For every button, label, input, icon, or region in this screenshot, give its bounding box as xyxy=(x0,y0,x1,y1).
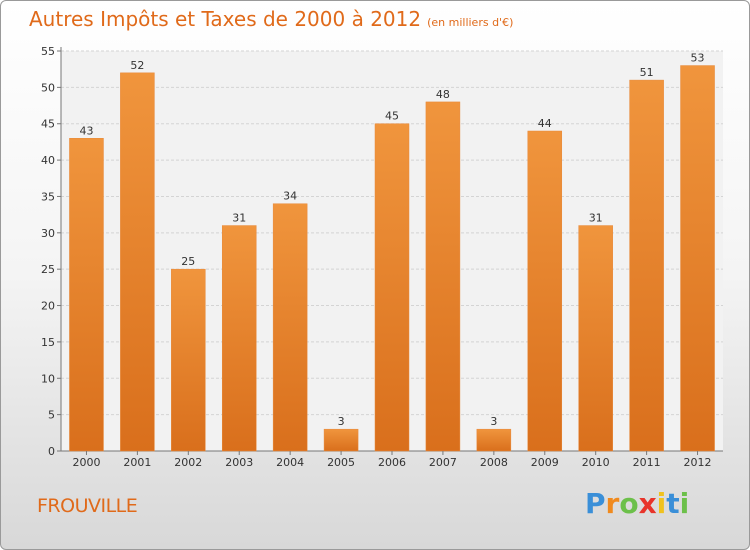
location-label: FROUVILLE xyxy=(37,495,138,517)
x-tick-label: 2001 xyxy=(123,456,151,469)
y-tick-label: 45 xyxy=(41,118,55,131)
bar-value-label: 44 xyxy=(538,117,552,130)
x-tick-label: 2011 xyxy=(633,456,661,469)
x-tick-label: 2009 xyxy=(531,456,559,469)
x-tick-label: 2000 xyxy=(72,456,100,469)
y-tick-label: 55 xyxy=(41,45,55,58)
bar-value-label: 25 xyxy=(181,255,195,268)
logo-letter: P xyxy=(585,487,606,520)
y-tick-label: 30 xyxy=(41,227,55,240)
x-tick-label: 2004 xyxy=(276,456,304,469)
bar xyxy=(69,138,104,452)
bar-value-label: 52 xyxy=(130,59,144,72)
y-tick-label: 0 xyxy=(48,445,55,458)
title-unit: (en milliers d'€) xyxy=(427,16,514,29)
logo-letter: r xyxy=(605,487,620,520)
bar xyxy=(323,428,359,452)
bar xyxy=(629,79,664,452)
bar xyxy=(171,268,206,452)
bar-value-label: 51 xyxy=(640,66,654,79)
bar xyxy=(680,65,715,452)
x-tick-label: 2006 xyxy=(378,456,406,469)
bar xyxy=(578,225,613,452)
x-tick-label: 2005 xyxy=(327,456,355,469)
y-tick-label: 20 xyxy=(41,300,55,313)
logo-letter: x xyxy=(638,487,657,520)
bar-value-label: 3 xyxy=(490,415,497,428)
x-tick-label: 2008 xyxy=(480,456,508,469)
y-tick-label: 50 xyxy=(41,81,55,94)
x-tick-label: 2003 xyxy=(225,456,253,469)
title-text: Autres Impôts et Taxes de 2000 à 2012 xyxy=(29,7,422,31)
bar xyxy=(272,203,308,452)
proxiti-logo: Proxiti xyxy=(585,487,689,520)
bar-value-label: 31 xyxy=(589,212,603,225)
bar xyxy=(425,101,461,452)
y-tick-label: 10 xyxy=(41,372,55,385)
bar-value-label: 53 xyxy=(691,52,705,65)
bar-value-label: 3 xyxy=(338,415,345,428)
y-tick-label: 40 xyxy=(41,154,55,167)
x-tick-label: 2002 xyxy=(174,456,202,469)
bar xyxy=(374,123,410,452)
x-tick-label: 2012 xyxy=(684,456,712,469)
x-tick-label: 2010 xyxy=(582,456,610,469)
bar-value-label: 45 xyxy=(385,110,399,123)
bar xyxy=(527,130,563,452)
y-tick-label: 15 xyxy=(41,336,55,349)
bar xyxy=(120,72,155,452)
bar-value-label: 34 xyxy=(283,190,297,203)
bar xyxy=(476,428,512,452)
bar-value-label: 48 xyxy=(436,88,450,101)
bar-value-label: 43 xyxy=(79,124,93,137)
bar-value-label: 31 xyxy=(232,212,246,225)
bar xyxy=(221,225,257,452)
y-tick-label: 35 xyxy=(41,190,55,203)
logo-letter: i xyxy=(656,487,667,520)
logo-letter: t xyxy=(666,487,680,520)
chart-title: Autres Impôts et Taxes de 2000 à 2012 (en… xyxy=(29,7,513,31)
logo-letter: o xyxy=(619,487,639,520)
y-tick-label: 25 xyxy=(41,263,55,276)
logo-letter: i xyxy=(679,487,690,520)
x-tick-label: 2007 xyxy=(429,456,457,469)
y-tick-label: 5 xyxy=(48,409,55,422)
